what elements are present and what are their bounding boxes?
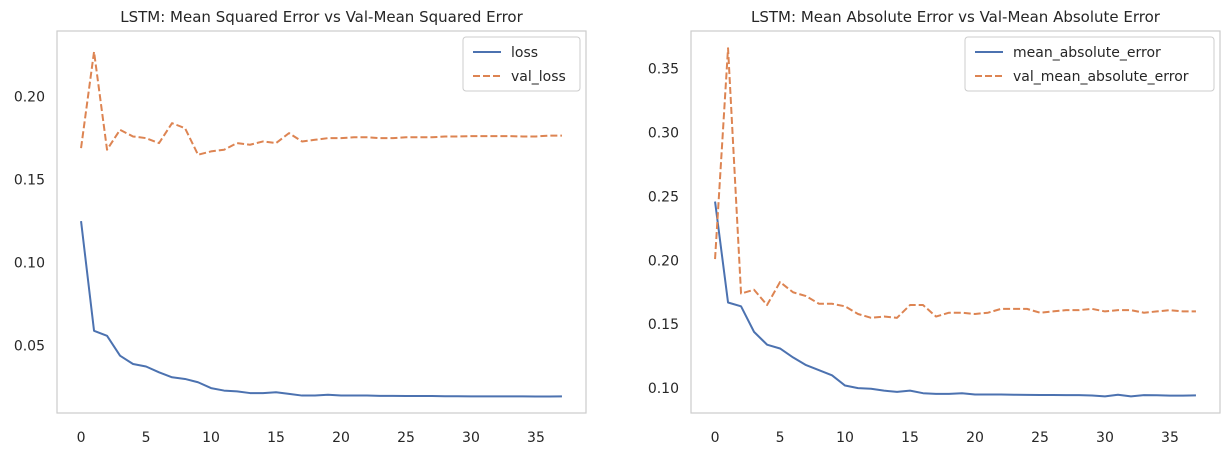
x-tick-label: 0 — [711, 430, 720, 446]
legend: mean_absolute_error val_mean_absolute_err… — [964, 36, 1215, 92]
y-tick-label: 0.25 — [648, 189, 679, 205]
val-mean-absolute-error-line — [714, 47, 1196, 319]
series-lines — [714, 47, 1196, 398]
x-axis-ticks: 0 5 10 15 20 25 30 35 — [77, 430, 545, 446]
series-lines — [80, 50, 562, 398]
y-tick-label: 0.35 — [648, 62, 679, 78]
plot-frame — [56, 30, 587, 414]
x-tick-label: 15 — [901, 430, 919, 446]
x-axis-ticks: 0 5 10 15 20 25 30 35 — [711, 430, 1179, 446]
chart-title: LSTM: Mean Squared Error vs Val-Mean Squ… — [120, 8, 523, 26]
mean-absolute-error-line — [714, 201, 1196, 398]
plot-frame — [690, 30, 1221, 414]
legend: loss val_loss — [462, 36, 581, 92]
y-axis-ticks: 0.10 0.15 0.20 0.25 0.30 0.35 — [648, 62, 679, 397]
val-loss-line — [80, 50, 562, 156]
x-tick-label: 10 — [836, 430, 854, 446]
x-tick-label: 20 — [966, 430, 984, 446]
legend-label: val_mean_absolute_error — [1013, 69, 1189, 85]
y-axis-ticks: 0.05 0.10 0.15 0.20 — [14, 90, 45, 355]
y-tick-label: 0.10 — [14, 256, 45, 272]
x-tick-label: 20 — [332, 430, 350, 446]
x-tick-label: 25 — [1031, 430, 1049, 446]
legend-label: mean_absolute_error — [1013, 45, 1161, 61]
y-tick-label: 0.30 — [648, 126, 679, 142]
mae-chart-panel: LSTM: Mean Absolute Error vs Val-Mean Ab… — [648, 8, 1221, 446]
x-tick-label: 30 — [462, 430, 480, 446]
mse-chart-panel: LSTM: Mean Squared Error vs Val-Mean Squ… — [14, 8, 587, 446]
chart-title: LSTM: Mean Absolute Error vs Val-Mean Ab… — [751, 8, 1161, 26]
x-tick-label: 5 — [776, 430, 785, 446]
y-tick-label: 0.20 — [14, 90, 45, 106]
y-tick-label: 0.20 — [648, 253, 679, 269]
x-tick-label: 35 — [1161, 430, 1179, 446]
x-tick-label: 0 — [77, 430, 86, 446]
legend-box — [462, 36, 581, 92]
legend-label: val_loss — [511, 69, 566, 85]
x-tick-label: 5 — [142, 430, 151, 446]
x-tick-label: 25 — [397, 430, 415, 446]
x-tick-label: 35 — [527, 430, 545, 446]
x-tick-label: 10 — [202, 430, 220, 446]
y-tick-label: 0.15 — [14, 173, 45, 189]
y-tick-label: 0.05 — [14, 339, 45, 355]
loss-line — [80, 221, 562, 398]
x-tick-label: 15 — [267, 430, 285, 446]
y-tick-label: 0.15 — [648, 317, 679, 333]
y-tick-label: 0.10 — [648, 381, 679, 397]
legend-box — [964, 36, 1215, 92]
legend-label: loss — [511, 45, 538, 61]
x-tick-label: 30 — [1096, 430, 1114, 446]
